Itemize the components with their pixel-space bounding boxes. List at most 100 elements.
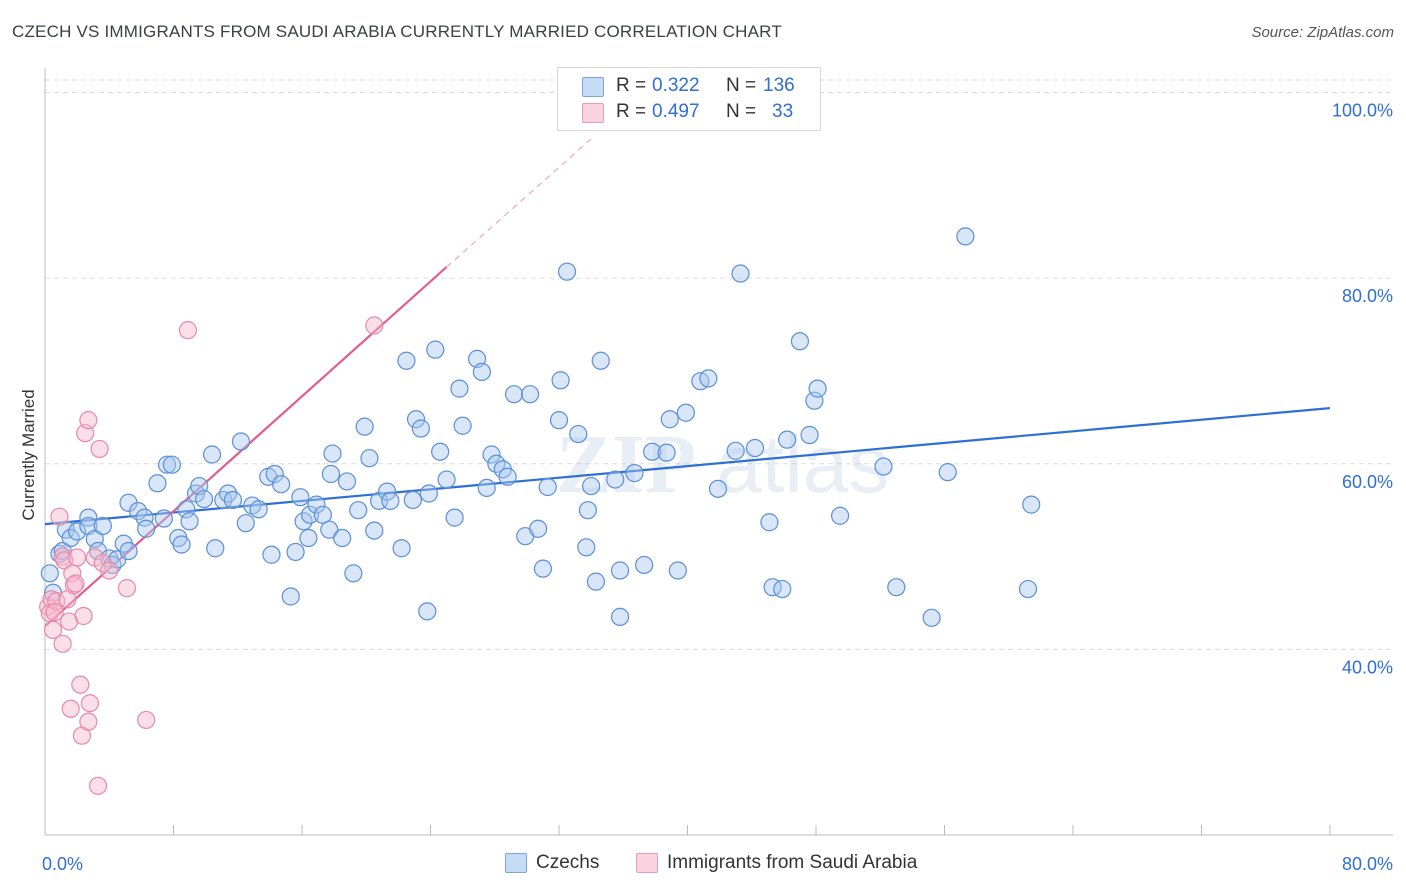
trend-lines [44,138,1331,628]
czech-point [538,477,557,497]
czech-point [591,351,610,370]
saudi-point [88,776,108,795]
czech-point [392,539,411,558]
czech-point [403,490,422,510]
czech-point [498,467,517,486]
czech-point [337,472,357,491]
czech-point [437,470,456,489]
czech-point [344,564,363,583]
czech-point [262,545,281,564]
czech-point [333,528,352,548]
czech-point [726,441,745,460]
bottom-legend-swatch-saudi [636,853,658,873]
czech-point [676,403,695,422]
czech-point [148,474,167,493]
czech-point [406,410,426,429]
czech-point [635,555,654,575]
legend-swatch-saudi [582,103,604,123]
czech-point [61,528,80,548]
czech-point [418,602,437,621]
czech-point [281,587,300,606]
czech-points [40,227,1041,627]
saudi-point [117,579,137,598]
czech-point [450,379,469,398]
czech-point [708,479,728,498]
czech-point [504,385,524,404]
czech-point [265,464,284,484]
czech-point [300,505,320,524]
saudi-point [74,606,93,626]
y-tick-label: 80.0% [1342,286,1393,306]
czech-point [137,519,156,538]
czech-point [445,508,464,527]
czech-point [40,564,59,583]
czech-point [745,438,765,458]
y-axis-label: Currently Married [19,389,38,520]
czech-point [887,578,906,597]
watermark-zip: ZIP [556,418,696,511]
czech-point [472,362,491,382]
czech-point [922,608,941,627]
legend-r-value: 0.497 [652,101,700,122]
czech-point [119,541,138,561]
czech-point [154,509,173,528]
czech-point [231,432,251,451]
czech-point [236,514,255,533]
czech-point [349,501,368,520]
saudi-point [80,694,100,713]
czech-point [569,424,588,444]
saudi-point [53,634,72,653]
legend-n-label: N = [726,101,757,122]
czech-point [874,457,893,476]
czech-point [668,561,687,580]
saudi-point [90,439,109,459]
czech-point [956,227,975,246]
czech-point [157,455,177,474]
legend-r-value: 0.322 [652,75,700,96]
czech-point [830,506,850,525]
czech-point [365,521,384,540]
czech-point [202,445,222,464]
czech-point [177,500,196,519]
czech-point [657,443,676,462]
czech-point [355,417,374,436]
czech-point [291,488,310,507]
saudi-point [43,620,63,640]
czech-point [777,430,797,449]
czech-point [643,442,662,461]
saudi-point [365,316,384,335]
czech-point [129,502,148,521]
czech-point [307,495,326,514]
czech-point [180,512,199,531]
legend-r-label: R = [616,75,647,96]
czech-point [557,262,577,281]
czech-trend-line [44,407,1331,526]
czech-point [431,442,450,461]
stats-legend: R = 0.322 N = 136 R = 0.497 N = 33 [557,67,821,131]
czech-point [299,528,318,548]
saudi-trend-extension [446,138,592,268]
czech-point [426,340,445,359]
saudi-point [79,411,98,430]
saudi-point [178,321,198,340]
czech-point [577,538,596,557]
czech-point [85,529,104,549]
czech-point [411,419,430,438]
czech-point [800,425,819,445]
saudi-point [137,710,156,730]
czech-point [286,542,305,562]
czech-point [1022,495,1041,514]
czech-point [760,513,779,532]
czech-point [610,561,630,580]
czech-point [610,607,630,627]
legend-r-label: R = [616,101,647,122]
czech-point [172,535,191,554]
czech-point [533,559,553,578]
tick-labels: 40.0% 60.0% 80.0% 100.0% 0.0% 80.0% [42,101,1393,874]
saudi-point [100,561,119,580]
czech-point [625,463,644,483]
saudi-point [45,603,64,622]
watermark-atlas: atlas [716,419,889,510]
czech-point [699,369,718,388]
